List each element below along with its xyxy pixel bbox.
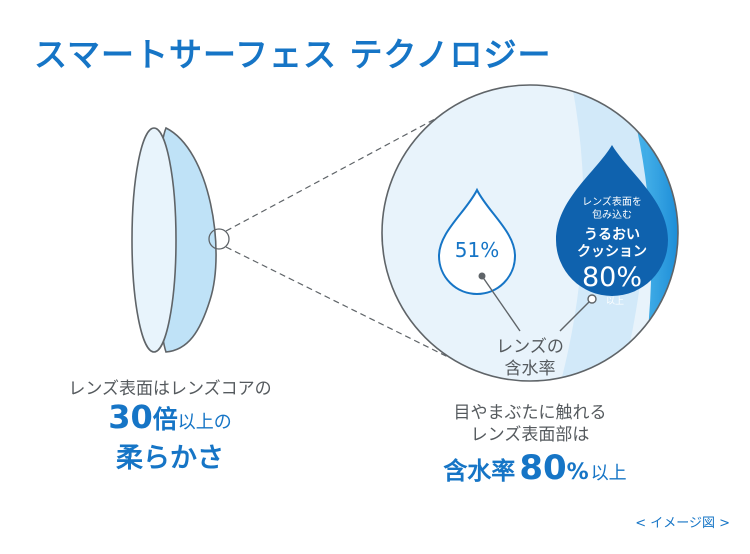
page-title: スマートサーフェス テクノロジー (34, 35, 552, 74)
right-caption-line1: 目やまぶたに触れる (453, 403, 607, 423)
left-caption-line1: レンズ表面はレンズコアの (68, 379, 272, 399)
water-label-line1: レンズの (496, 337, 564, 357)
lens-front-face (131, 127, 177, 353)
image-note: < イメージ図 > (635, 516, 730, 531)
left-caption-line2: 30倍以上の (60, 398, 280, 436)
right-caption-highlight: 含水率 80% 以上 (410, 448, 660, 488)
right-caption-percent: % (566, 460, 589, 485)
right-caption-value: 80 (519, 448, 567, 488)
pointer-core (481, 275, 521, 332)
left-caption-line3: 柔らかさ (116, 443, 224, 474)
cushion-line2: 包み込む (592, 210, 632, 221)
right-caption-suffix: 以上 (590, 463, 627, 484)
pointer-surface (559, 298, 593, 332)
cushion-suffix: 以上 (605, 297, 624, 307)
zoom-spot (208, 228, 230, 250)
core-water-drop (437, 187, 517, 295)
water-label-line2: 含水率 (504, 359, 556, 379)
left-caption-number: 30 (108, 398, 153, 436)
left-caption-rest: 以上の (177, 412, 232, 433)
zoom-line-bottom (225, 246, 449, 358)
cushion-caption: レンズ表面を 包み込む (572, 196, 652, 222)
cushion-value: 80% (581, 262, 642, 293)
right-caption-line2: レンズ表面部は (470, 425, 590, 445)
cushion-line3: うるおい (584, 227, 640, 243)
core-percent-label: 51% (454, 238, 500, 262)
cushion-line1: レンズ表面を (582, 197, 642, 208)
zoom-line-top (225, 111, 449, 232)
cushion-line4: クッション (577, 244, 647, 260)
left-caption-unit: 倍 (152, 405, 178, 434)
water-content-label: レンズの 含水率 (480, 336, 580, 380)
surface-water-drop (556, 145, 668, 296)
cushion-title: うるおい クッション (562, 227, 662, 261)
right-caption-text: 目やまぶたに触れる レンズ表面部は (410, 402, 650, 446)
right-caption-word: 含水率 (443, 457, 516, 485)
